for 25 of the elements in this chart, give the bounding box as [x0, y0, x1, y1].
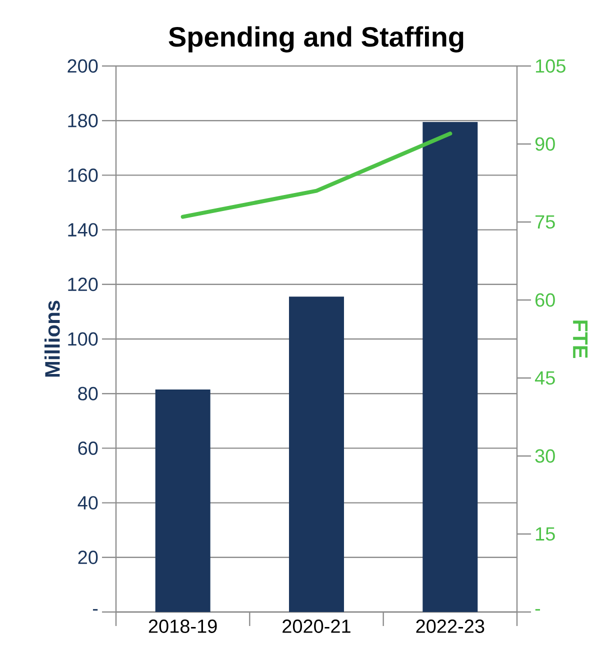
y-tick-label: 160: [68, 168, 98, 182]
y2-tick-label: -: [535, 609, 540, 611]
x-tick-label: 2020-21: [282, 620, 350, 633]
y-tick-label: 80: [78, 386, 98, 400]
y-tick-label: 200: [68, 59, 98, 73]
y-tick-label: 60: [78, 441, 98, 455]
y-tick-label: 180: [68, 114, 98, 128]
y-tick-label: 120: [68, 278, 98, 292]
chart-title: Spending and Staffing: [168, 26, 464, 52]
y-tick-label: 100: [68, 332, 98, 346]
x-tick-label: 2022-23: [416, 620, 484, 633]
y2-tick-label: 90: [535, 137, 555, 151]
y2-tick-label: 45: [534, 371, 555, 385]
y2-tick-label: 30: [535, 449, 555, 463]
y-tick-label: 40: [78, 496, 98, 510]
y2-tick-label: 75: [536, 215, 555, 229]
y-axis-title: Millions: [44, 300, 60, 377]
y2-axis-title: FTE: [573, 320, 588, 358]
y-tick-label: 140: [68, 223, 98, 237]
y2-tick-label: 105: [536, 59, 566, 73]
y-tick-label: -: [92, 609, 98, 611]
y2-tick-label: 15: [536, 527, 555, 541]
x-tick-label: 2018-19: [148, 620, 217, 633]
y-tick-label: 20: [78, 550, 98, 564]
y2-tick-label: 60: [535, 293, 555, 307]
